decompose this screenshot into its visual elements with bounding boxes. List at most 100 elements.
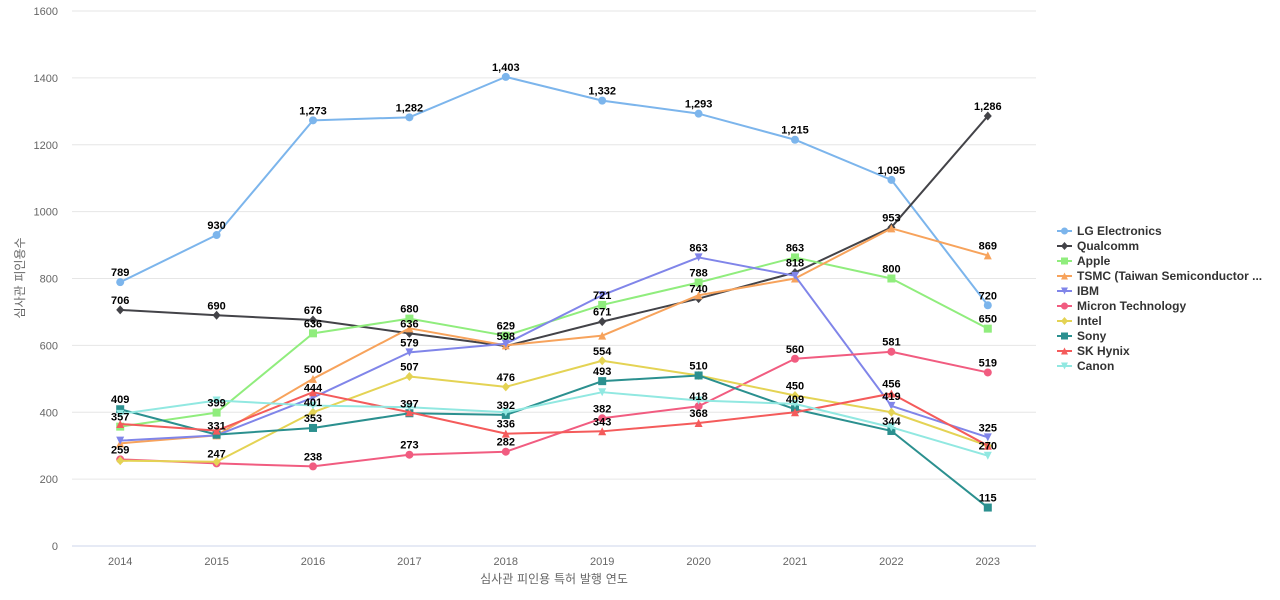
data-point (212, 408, 221, 417)
data-label: 238 (304, 451, 322, 463)
data-point (212, 310, 221, 320)
x-tick-label: 2022 (879, 556, 903, 568)
series-line (120, 115, 989, 348)
data-point (309, 374, 317, 383)
legend-item[interactable]: LG Electronics (1057, 224, 1162, 238)
data-label: 554 (593, 346, 612, 358)
legend-item[interactable]: SK Hynix (1057, 344, 1130, 358)
data-point (405, 324, 414, 333)
series-line (120, 256, 989, 442)
series-8 (116, 388, 992, 450)
data-point (212, 231, 221, 240)
data-label: 560 (786, 344, 804, 356)
legend-symbol (1061, 332, 1068, 340)
data-point (309, 423, 317, 432)
data-label: 259 (111, 444, 129, 456)
data-label: 419 (882, 391, 900, 403)
x-axis-ticks: 2014 2015 2016 2017 2018 2019 2020 2021 2022 2023 (108, 556, 1000, 568)
series-line (119, 75, 989, 306)
legend-item[interactable]: Qualcomm (1057, 239, 1139, 253)
legend-symbol (1061, 242, 1068, 250)
data-point (983, 433, 992, 442)
series-line (120, 359, 989, 463)
data-label: 1,332 (588, 86, 616, 98)
data-label: 869 (979, 240, 997, 252)
legend-item[interactable]: Micron Technology (1057, 299, 1186, 313)
data-point (694, 371, 703, 380)
data-label: 510 (689, 360, 707, 372)
y-tick-label: 800 (40, 274, 58, 286)
data-label: 818 (786, 257, 804, 269)
data-point (405, 408, 414, 417)
data-point (309, 462, 317, 471)
data-label: 671 (593, 307, 611, 319)
data-point (212, 426, 221, 435)
data-label-layer: 789 930 1,273 1,282 1,403 1,332 1,293 1,215 1,09… (111, 62, 1002, 505)
data-label: 343 (593, 416, 611, 428)
data-point (501, 382, 510, 392)
data-point (983, 441, 992, 450)
data-point (598, 427, 607, 436)
data-label: 676 (304, 305, 322, 317)
data-point (694, 291, 703, 300)
y-tick-label: 200 (40, 474, 58, 486)
data-point (405, 348, 414, 357)
legend-item[interactable]: IBM (1057, 284, 1099, 298)
data-point (983, 251, 992, 260)
data-label: 397 (400, 398, 418, 410)
data-point (791, 408, 799, 417)
data-point (694, 278, 703, 287)
data-label: 507 (400, 361, 418, 373)
data-label: 450 (786, 381, 804, 393)
data-label: 721 (593, 290, 611, 302)
series-5 (116, 347, 992, 471)
data-label: 706 (111, 295, 129, 307)
x-tick-label: 2017 (397, 556, 421, 568)
series-9 (116, 388, 992, 460)
data-label: 1,215 (781, 125, 809, 137)
data-point (887, 347, 896, 356)
legend-symbol (1061, 302, 1068, 310)
data-point (983, 324, 992, 333)
data-label: 500 (304, 364, 322, 376)
data-point (309, 329, 317, 338)
data-point (598, 388, 607, 397)
data-label: 270 (979, 441, 997, 453)
legend-label: SK Hynix (1077, 344, 1130, 358)
data-label: 392 (497, 400, 515, 412)
data-point (887, 274, 896, 283)
legend-symbol (1061, 287, 1068, 295)
data-point (212, 430, 221, 439)
legend-item[interactable]: Canon (1057, 359, 1114, 373)
data-label: 650 (979, 314, 997, 326)
data-label: 740 (689, 284, 707, 296)
y-tick-label: 400 (40, 407, 58, 419)
legend-label: LG Electronics (1077, 224, 1162, 238)
data-label: 493 (593, 366, 611, 378)
series-1 (116, 111, 992, 351)
data-point (791, 399, 799, 408)
x-tick-label: 2015 (204, 556, 228, 568)
data-label: 409 (786, 394, 804, 406)
data-point (598, 377, 607, 386)
legend-item[interactable]: Apple (1057, 254, 1111, 268)
legend-symbol (1061, 347, 1068, 355)
y-tick-label: 1400 (34, 73, 58, 85)
legend-item[interactable]: Sony (1057, 329, 1107, 343)
series-line (119, 374, 989, 509)
data-label: 344 (882, 416, 901, 428)
data-point (116, 405, 125, 414)
legend-symbol (1061, 362, 1068, 370)
x-tick-label: 2023 (976, 556, 1000, 568)
x-tick-label: 2020 (686, 556, 710, 568)
data-point (501, 408, 510, 417)
legend-label: Qualcomm (1077, 239, 1139, 253)
legend-item[interactable]: TSMC (Taiwan Semiconductor ... (1057, 269, 1262, 283)
data-label: 325 (979, 422, 997, 434)
legend-symbol (1061, 317, 1068, 325)
data-label: 382 (593, 403, 611, 415)
data-point (116, 419, 125, 428)
legend-item[interactable]: Intel (1057, 314, 1102, 328)
data-label: 368 (689, 408, 707, 420)
data-label: 418 (689, 391, 707, 403)
